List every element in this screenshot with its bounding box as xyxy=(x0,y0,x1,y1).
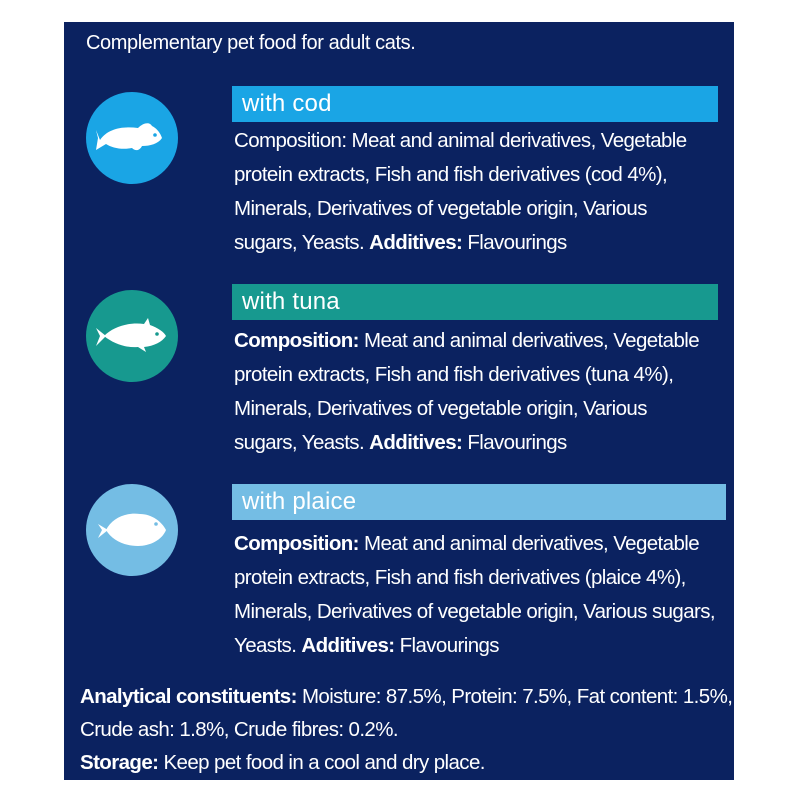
label-panel: Complementary pet food for adult cats. w… xyxy=(64,22,734,780)
additives-value: Flavourings xyxy=(462,431,567,454)
composition-tuna: Composition: Meat and animal derivatives… xyxy=(234,324,724,460)
additives-value: Flavourings xyxy=(462,231,567,254)
composition-text: Meat and animal derivatives, Vegetable xyxy=(358,532,700,555)
composition-label: Composition: xyxy=(234,129,347,152)
additives-label: Additives: xyxy=(369,231,463,254)
composition-line: protein extracts, Fish and fish derivati… xyxy=(234,363,674,386)
cod-fish-icon xyxy=(86,92,178,184)
composition-text: Meat and animal derivatives, Vegetable xyxy=(346,129,688,152)
composition-line: Minerals, Derivatives of vegetable origi… xyxy=(234,397,647,420)
composition-line: Minerals, Derivatives of vegetable origi… xyxy=(234,600,716,623)
additives-label: Additives: xyxy=(369,431,463,454)
section-title-plaice: with plaice xyxy=(232,484,726,520)
storage-label: Storage: xyxy=(80,751,159,774)
composition-plaice: Composition: Meat and animal derivatives… xyxy=(234,527,724,663)
intro-text: Complementary pet food for adult cats. xyxy=(86,32,416,54)
composition-line: sugars, Yeasts. Additives: Flavourings xyxy=(234,426,724,460)
storage-line: Storage: Keep pet food in a cool and dry… xyxy=(80,746,730,779)
composition-line: Composition: Meat and animal derivatives… xyxy=(234,324,724,358)
plaice-fish-icon xyxy=(86,484,178,576)
composition-line: sugars, Yeasts. Additives: Flavourings xyxy=(234,226,724,260)
tuna-fish-icon xyxy=(86,290,178,382)
footer-info: Analytical constituents: Moisture: 87.5%… xyxy=(80,680,733,779)
composition-text: sugars, Yeasts. xyxy=(234,231,370,254)
composition-line: Composition: Meat and animal derivatives… xyxy=(234,527,724,561)
section-title-tuna: with tuna xyxy=(232,284,718,320)
analytical-label: Analytical constituents: xyxy=(80,685,297,708)
composition-text: Meat and animal derivatives, Vegetable xyxy=(358,329,700,352)
composition-cod: Composition: Meat and animal derivatives… xyxy=(234,124,724,260)
composition-line: protein extracts, Fish and fish derivati… xyxy=(234,566,686,589)
analytical-line: Crude ash: 1.8%, Crude fibres: 0.2%. xyxy=(80,718,399,741)
composition-line: Composition: Meat and animal derivatives… xyxy=(234,124,724,158)
composition-label: Composition: xyxy=(234,532,359,555)
composition-line: protein extracts, Fish and fish derivati… xyxy=(234,163,668,186)
composition-line: Minerals, Derivatives of vegetable origi… xyxy=(234,197,647,220)
composition-line: Yeasts. Additives: Flavourings xyxy=(234,629,724,663)
storage-text: Keep pet food in a cool and dry place. xyxy=(158,751,485,774)
analytical-text: Moisture: 87.5%, Protein: 7.5%, Fat cont… xyxy=(296,685,733,708)
composition-label: Composition: xyxy=(234,329,359,352)
composition-text: sugars, Yeasts. xyxy=(234,431,370,454)
additives-value: Flavourings xyxy=(394,634,500,657)
analytical-line: Analytical constituents: Moisture: 87.5%… xyxy=(80,680,733,713)
composition-text: Yeasts. xyxy=(234,634,302,657)
additives-label: Additives: xyxy=(301,634,395,657)
section-title-cod: with cod xyxy=(232,86,718,122)
